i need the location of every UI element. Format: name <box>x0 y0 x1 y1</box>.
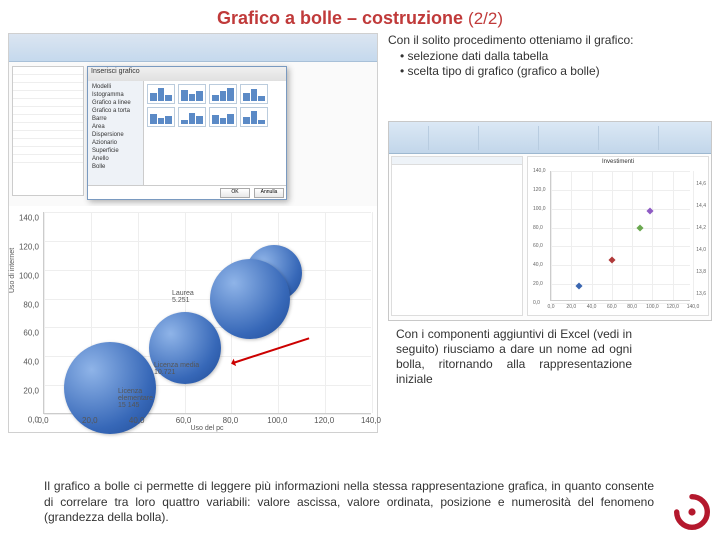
content-area: Inserisci grafico Modelli Istogramma Gra… <box>0 33 720 453</box>
plot-area: Laurea5.251Diploma15.511Licenza media10.… <box>43 212 371 414</box>
bubble-label: Laurea5.251 <box>172 290 194 304</box>
ok-button[interactable]: OK <box>220 188 250 198</box>
cancel-button[interactable]: Annulla <box>254 188 284 198</box>
sidebar-item[interactable]: Istogramma <box>90 91 141 99</box>
dialog-footer: OK Annulla <box>88 185 286 201</box>
scatter-plot: 140,0120,0100,080,060,040,020,00,00,020,… <box>550 171 690 301</box>
chart-thumb[interactable] <box>240 84 268 104</box>
chart-thumb[interactable] <box>240 107 268 127</box>
slide-title: Grafico a bolle – costruzione (2/2) <box>0 0 720 33</box>
bottom-paragraph: Il grafico a bolle ci permette di legger… <box>44 479 654 526</box>
ribbon-bar <box>9 34 377 62</box>
sidebar-item[interactable]: Grafico a torta <box>90 107 141 115</box>
data-table <box>391 156 523 316</box>
sidebar-item[interactable]: Bolle <box>90 163 141 171</box>
y-axis-label: Uso di internet <box>9 248 16 293</box>
chart-thumb[interactable] <box>147 84 175 104</box>
dialog-body: Modelli Istogramma Grafico a linee Grafi… <box>88 81 286 185</box>
sidebar-item[interactable]: Dispersione <box>90 131 141 139</box>
sidebar-item[interactable]: Superficie <box>90 147 141 155</box>
excel-screenshot-left: Inserisci grafico Modelli Istogramma Gra… <box>8 33 378 433</box>
ribbon-bar <box>389 122 711 154</box>
bullet-list: selezione dati dalla tabella scelta tipo… <box>388 49 706 80</box>
chart-thumb[interactable] <box>209 84 237 104</box>
bubble-label: Licenzaelementare15 145 <box>118 388 153 409</box>
scatter-title: Investimenti <box>528 157 708 165</box>
excel-screenshot-right: Investimenti 140,0120,0100,080,060,040,0… <box>388 121 712 321</box>
title-sub: (2/2) <box>468 9 503 28</box>
bubble <box>210 259 290 339</box>
sidebar-item[interactable]: Area <box>90 123 141 131</box>
bubble-chart: Uso di internet 0,020,040,060,080,0100,0… <box>9 206 377 432</box>
chart-thumb[interactable] <box>147 107 175 127</box>
x-axis: Uso del pc 0,020,040,060,080,0100,0120,0… <box>43 416 371 430</box>
bullet-item: scelta tipo di grafico (grafico a bolle) <box>400 64 706 80</box>
scatter-chart: Investimenti 140,0120,0100,080,060,040,0… <box>527 156 709 316</box>
chart-thumb[interactable] <box>209 107 237 127</box>
bubble-label: Licenza media10.721 <box>154 362 199 376</box>
sidebar-item[interactable]: Anello <box>90 155 141 163</box>
sidebar-item[interactable]: Barre <box>90 115 141 123</box>
dialog-thumbnails <box>144 81 286 185</box>
x-axis-label: Uso del pc <box>190 425 223 432</box>
body: Investimenti 140,0120,0100,080,060,040,0… <box>389 154 711 320</box>
intro-text: Con il solito procedimento otteniamo il … <box>388 33 706 49</box>
chart-thumb[interactable] <box>178 84 206 104</box>
y-axis: Uso di internet 0,020,040,060,080,0100,0… <box>13 212 41 414</box>
title-main: Grafico a bolle – costruzione <box>217 8 468 28</box>
sidebar-item[interactable]: Modelli <box>90 83 141 91</box>
insert-chart-dialog[interactable]: Inserisci grafico Modelli Istogramma Gra… <box>87 66 287 200</box>
spreadsheet-snippet <box>12 66 84 196</box>
dialog-sidebar: Modelli Istogramma Grafico a linee Grafi… <box>88 81 144 185</box>
right-text-top: Con il solito procedimento otteniamo il … <box>388 33 706 80</box>
right-text-mid: Con i componenti aggiuntivi di Excel (ve… <box>396 327 632 387</box>
sidebar-item[interactable]: Azionario <box>90 139 141 147</box>
chart-thumb[interactable] <box>178 107 206 127</box>
sidebar-item[interactable]: Grafico a linee <box>90 99 141 107</box>
bullet-item: selezione dati dalla tabella <box>400 49 706 65</box>
logo-icon <box>674 494 710 530</box>
dialog-title: Inserisci grafico <box>88 67 286 81</box>
